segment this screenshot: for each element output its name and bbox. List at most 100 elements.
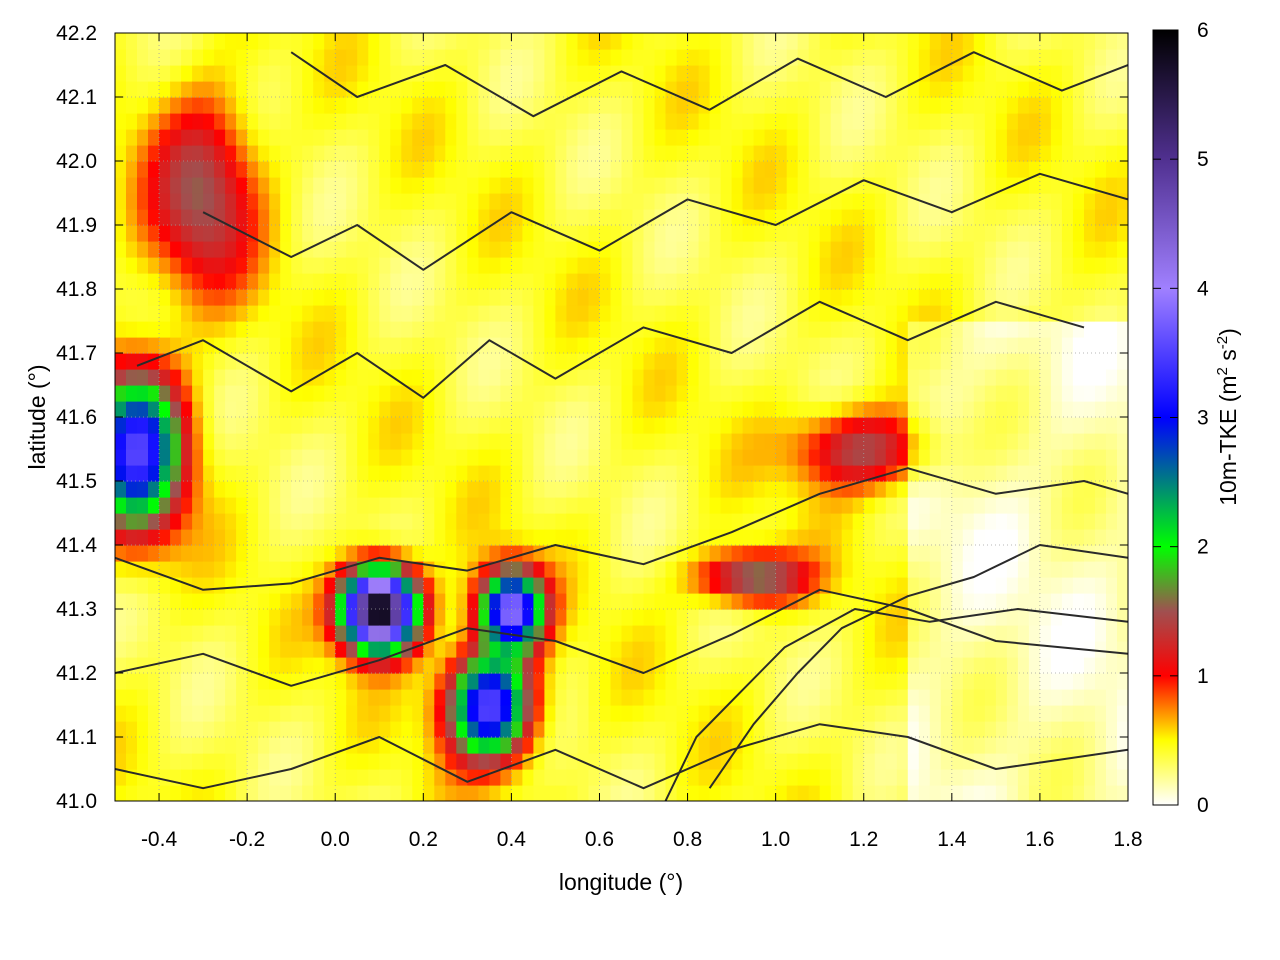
heatmap-cell [566,321,578,338]
heatmap-cell [995,401,1008,418]
heatmap-cell [544,241,556,258]
heatmap-cell [1095,721,1107,738]
heatmap-cell [709,513,722,530]
heatmap-cell [610,273,623,290]
heatmap-cell [742,449,755,466]
heatmap-cell [1106,737,1118,754]
heatmap-cell [995,321,1008,338]
heatmap-cell [1028,689,1041,706]
heatmap-cell [346,209,358,226]
heatmap-cell [379,401,391,418]
colorbar-tick-label: 4 [1197,277,1209,300]
heatmap-cell [115,785,127,801]
heatmap-cell [698,529,711,546]
heatmap-cell [962,417,975,434]
heatmap-cell [170,241,182,258]
heatmap-cell [863,513,876,530]
heatmap-cell [434,481,446,498]
heatmap-cell [192,737,204,754]
heatmap-cell [192,609,204,626]
heatmap-cell [1095,561,1107,578]
heatmap-cell [379,241,391,258]
heatmap-cell [962,433,975,450]
heatmap-cell [654,305,667,322]
heatmap-cell [819,161,832,178]
heatmap-cell [434,97,446,114]
heatmap-cell [313,401,325,418]
heatmap-cell [434,33,446,50]
heatmap-cell [291,577,303,594]
heatmap-cell [907,497,920,514]
heatmap-cell [280,785,292,801]
heatmap-cell [632,145,645,162]
heatmap-cell [170,513,182,530]
heatmap-cell [720,641,733,658]
heatmap-cell [203,497,215,514]
heatmap-cell [863,97,876,114]
heatmap-cell [1006,769,1019,786]
heatmap-cell [764,609,777,626]
heatmap-cell [1017,273,1030,290]
heatmap-cell [1117,385,1128,402]
heatmap-cell [247,609,259,626]
heatmap-cell [533,145,545,162]
heatmap-cell [1095,193,1107,210]
heatmap-cell [247,209,259,226]
heatmap-cell [434,641,446,658]
heatmap-cell [456,321,468,338]
heatmap-cell [126,33,138,50]
heatmap-cell [940,673,953,690]
heatmap-cell [852,449,865,466]
heatmap-cell [555,513,567,530]
heatmap-cell [852,625,865,642]
heatmap-cell [489,209,501,226]
heatmap-cell [753,241,766,258]
heatmap-cell [863,401,876,418]
heatmap-cell [753,689,766,706]
heatmap-cell [335,689,347,706]
heatmap-cell [115,129,127,146]
heatmap-cell [379,593,391,610]
heatmap-cell [368,209,380,226]
heatmap-cell [874,593,887,610]
heatmap-cell [665,161,678,178]
heatmap-cell [764,577,777,594]
heatmap-cell [665,273,678,290]
heatmap-cell [137,65,149,82]
heatmap-cell [1039,401,1052,418]
heatmap-cell [335,337,347,354]
heatmap-cell [544,81,556,98]
heatmap-cell [973,641,986,658]
heatmap-cell [379,673,391,690]
heatmap-cell [885,353,898,370]
heatmap-cell [874,161,887,178]
heatmap-cell [896,577,909,594]
heatmap-cell [588,145,601,162]
heatmap-cell [467,97,479,114]
heatmap-cell [973,33,986,50]
heatmap-cell [929,753,942,770]
heatmap-cell [566,225,578,242]
heatmap-cell [236,81,248,98]
heatmap-cell [159,625,171,642]
heatmap-cell [566,769,578,786]
heatmap-cell [203,161,215,178]
heatmap-cell [1117,257,1128,274]
heatmap-cell [599,417,612,434]
heatmap-cell [478,305,490,322]
heatmap-cell [852,753,865,770]
heatmap-cell [643,497,656,514]
heatmap-cell [918,65,931,82]
heatmap-cell [280,145,292,162]
heatmap-cell [500,401,512,418]
heatmap-cell [368,129,380,146]
heatmap-cell [918,769,931,786]
heatmap-cell [236,657,248,674]
heatmap-cell [236,497,248,514]
heatmap-cell [236,193,248,210]
heatmap-cell [302,33,314,50]
heatmap-cell [775,33,788,50]
heatmap-cell [775,241,788,258]
heatmap-cell [940,241,953,258]
heatmap-cell [962,721,975,738]
